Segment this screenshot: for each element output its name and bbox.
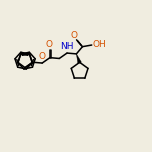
Polygon shape (76, 54, 81, 63)
Text: NH: NH (60, 42, 74, 51)
Text: O: O (46, 40, 53, 49)
Text: O: O (39, 52, 46, 61)
Text: OH: OH (93, 40, 106, 49)
Text: O: O (70, 31, 77, 40)
